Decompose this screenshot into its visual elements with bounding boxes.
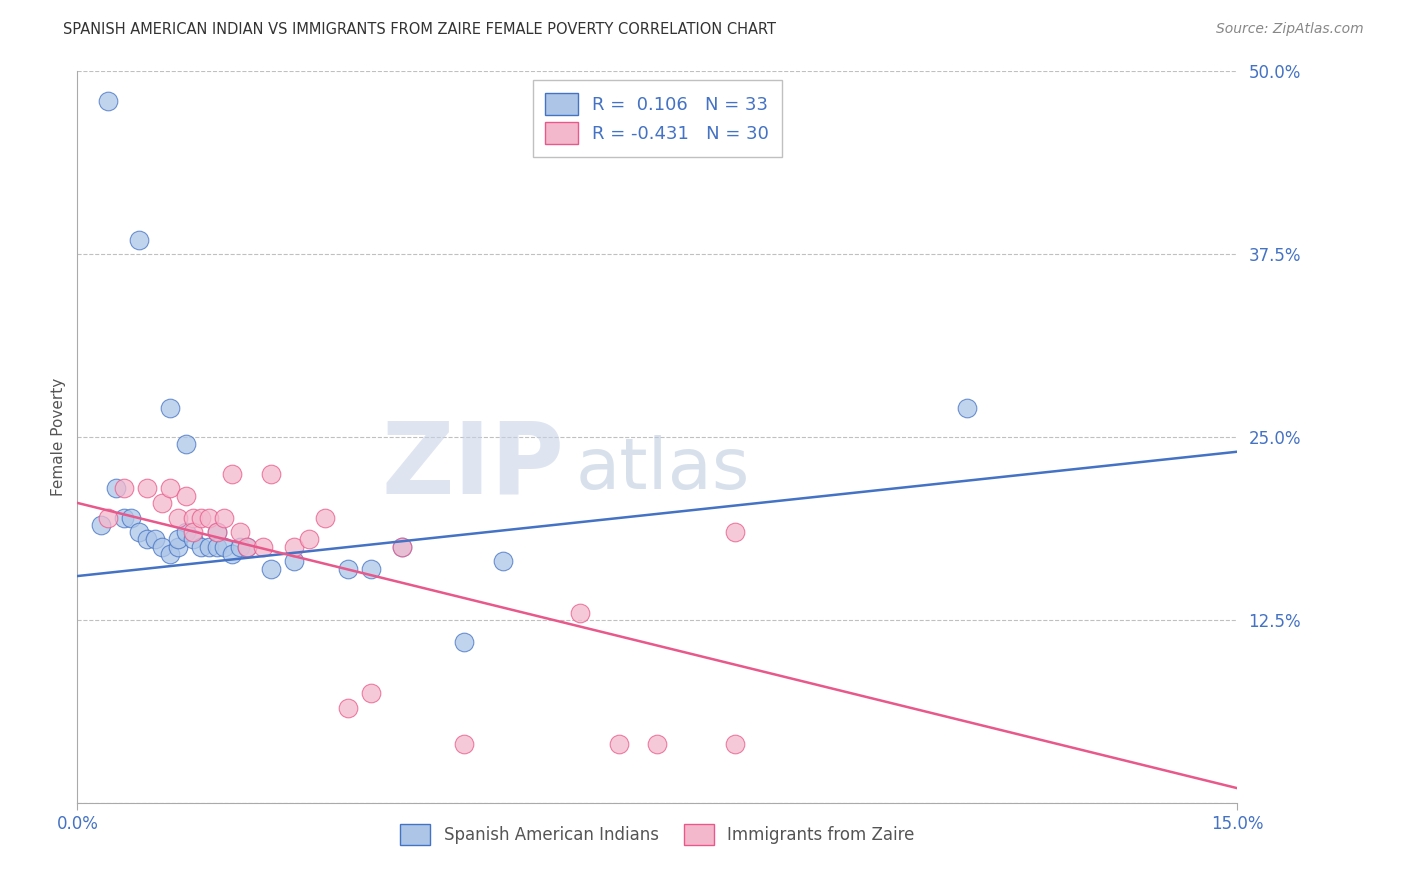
Point: [174, 489, 197, 503]
Point: [159, 401, 181, 415]
Point: [260, 467, 283, 481]
Point: [128, 233, 150, 247]
Point: [724, 525, 747, 540]
Point: [314, 510, 336, 524]
Point: [197, 540, 219, 554]
Point: [205, 540, 228, 554]
Point: [360, 686, 382, 700]
Point: [112, 510, 135, 524]
Point: [205, 525, 228, 540]
Text: ZIP: ZIP: [381, 417, 565, 515]
Point: [90, 517, 111, 532]
Point: [260, 562, 283, 576]
Point: [214, 510, 236, 524]
Point: [252, 540, 274, 554]
Point: [647, 737, 669, 751]
Point: [197, 510, 219, 524]
Point: [183, 533, 205, 547]
Point: [136, 481, 159, 495]
Text: atlas: atlas: [576, 435, 751, 505]
Point: [236, 540, 259, 554]
Point: [174, 525, 197, 540]
Point: [337, 700, 360, 714]
Point: [166, 510, 188, 524]
Point: [337, 562, 360, 576]
Point: [105, 481, 127, 495]
Point: [190, 540, 212, 554]
Point: [136, 533, 159, 547]
Point: [221, 467, 243, 481]
Point: [492, 554, 515, 568]
Point: [97, 510, 120, 524]
Point: [298, 533, 321, 547]
Point: [183, 510, 205, 524]
Point: [607, 737, 630, 751]
Point: [112, 481, 135, 495]
Point: [283, 540, 305, 554]
Point: [724, 737, 747, 751]
Point: [166, 533, 188, 547]
Point: [228, 525, 252, 540]
Point: [121, 510, 143, 524]
Point: [205, 525, 228, 540]
Point: [391, 540, 413, 554]
Text: Source: ZipAtlas.com: Source: ZipAtlas.com: [1216, 22, 1364, 37]
Point: [453, 635, 475, 649]
Point: [159, 481, 181, 495]
Point: [143, 533, 166, 547]
Point: [221, 547, 243, 561]
Point: [152, 540, 174, 554]
Legend: Spanish American Indians, Immigrants from Zaire: Spanish American Indians, Immigrants fro…: [392, 816, 922, 853]
Point: [391, 540, 413, 554]
Text: SPANISH AMERICAN INDIAN VS IMMIGRANTS FROM ZAIRE FEMALE POVERTY CORRELATION CHAR: SPANISH AMERICAN INDIAN VS IMMIGRANTS FR…: [63, 22, 776, 37]
Point: [128, 525, 150, 540]
Point: [152, 496, 174, 510]
Point: [569, 606, 592, 620]
Point: [453, 737, 475, 751]
Point: [956, 401, 979, 415]
Point: [283, 554, 305, 568]
Point: [97, 94, 120, 108]
Point: [166, 540, 188, 554]
Point: [183, 525, 205, 540]
Point: [228, 540, 252, 554]
Point: [360, 562, 382, 576]
Point: [214, 540, 236, 554]
Point: [174, 437, 197, 451]
Point: [236, 540, 259, 554]
Point: [190, 510, 212, 524]
Y-axis label: Female Poverty: Female Poverty: [51, 378, 66, 496]
Point: [159, 547, 181, 561]
